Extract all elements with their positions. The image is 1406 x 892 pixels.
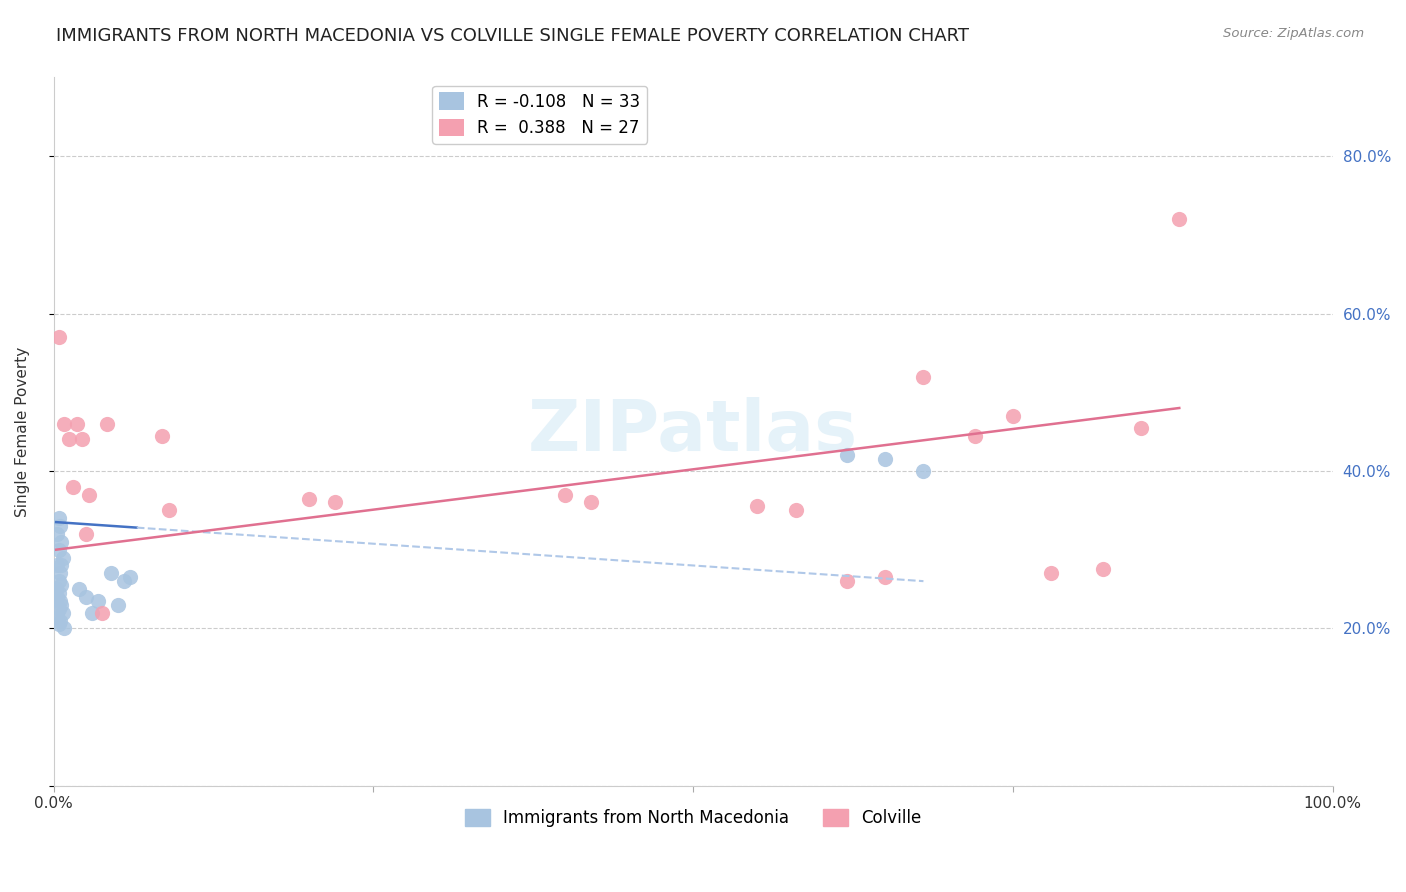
Point (48, 617, 70, 632)
Point (150, 428, 173, 442)
Point (80, 606, 103, 620)
Point (75, 590, 97, 604)
Point (51, 534, 73, 549)
Point (835, 574, 858, 589)
Point (912, 464, 935, 478)
Point (49, 566, 72, 581)
Point (298, 491, 321, 506)
Legend: Immigrants from North Macedonia, Colville: Immigrants from North Macedonia, Colvill… (458, 803, 928, 834)
Point (46, 609, 69, 624)
Point (963, 428, 986, 442)
Point (48, 542, 70, 557)
Point (1091, 562, 1114, 576)
Point (747, 500, 769, 514)
Point (48, 511, 70, 525)
Point (51, 578, 73, 592)
Point (51, 598, 73, 612)
Point (912, 369, 935, 384)
Point (48, 586, 70, 600)
Point (120, 570, 142, 584)
Point (52, 621, 75, 635)
Point (45, 582, 67, 596)
Point (48, 601, 70, 615)
Point (46, 590, 69, 604)
Point (1168, 212, 1191, 227)
Point (157, 503, 180, 517)
Point (67, 582, 90, 596)
Point (46, 558, 69, 573)
Point (58, 433, 80, 447)
Point (554, 487, 576, 501)
Point (49, 594, 72, 608)
Text: ZIPatlas: ZIPatlas (529, 397, 858, 467)
Point (52, 417, 75, 431)
Point (75, 527, 97, 541)
Point (46, 527, 69, 541)
Point (91, 606, 114, 620)
Point (835, 448, 858, 462)
Point (51, 550, 73, 565)
Point (79, 487, 101, 501)
Point (48, 330, 70, 344)
Point (49, 519, 72, 533)
Point (51, 558, 73, 573)
Point (873, 452, 896, 467)
Y-axis label: Single Female Poverty: Single Female Poverty (15, 346, 30, 516)
Point (62, 480, 84, 494)
Point (107, 598, 129, 612)
Point (1001, 409, 1024, 423)
Point (873, 570, 896, 584)
Point (70, 433, 93, 447)
Point (66, 417, 89, 431)
Point (100, 566, 122, 581)
Point (112, 574, 135, 589)
Point (96, 417, 118, 431)
Point (1129, 420, 1152, 434)
Point (323, 495, 346, 509)
Text: Source: ZipAtlas.com: Source: ZipAtlas.com (1223, 27, 1364, 40)
Point (48, 574, 70, 589)
Point (87, 594, 110, 608)
Point (785, 503, 807, 517)
Point (51, 606, 73, 620)
Point (579, 495, 602, 509)
Point (49, 614, 72, 628)
Point (1040, 566, 1063, 581)
Text: IMMIGRANTS FROM NORTH MACEDONIA VS COLVILLE SINGLE FEMALE POVERTY CORRELATION CH: IMMIGRANTS FROM NORTH MACEDONIA VS COLVI… (56, 27, 969, 45)
